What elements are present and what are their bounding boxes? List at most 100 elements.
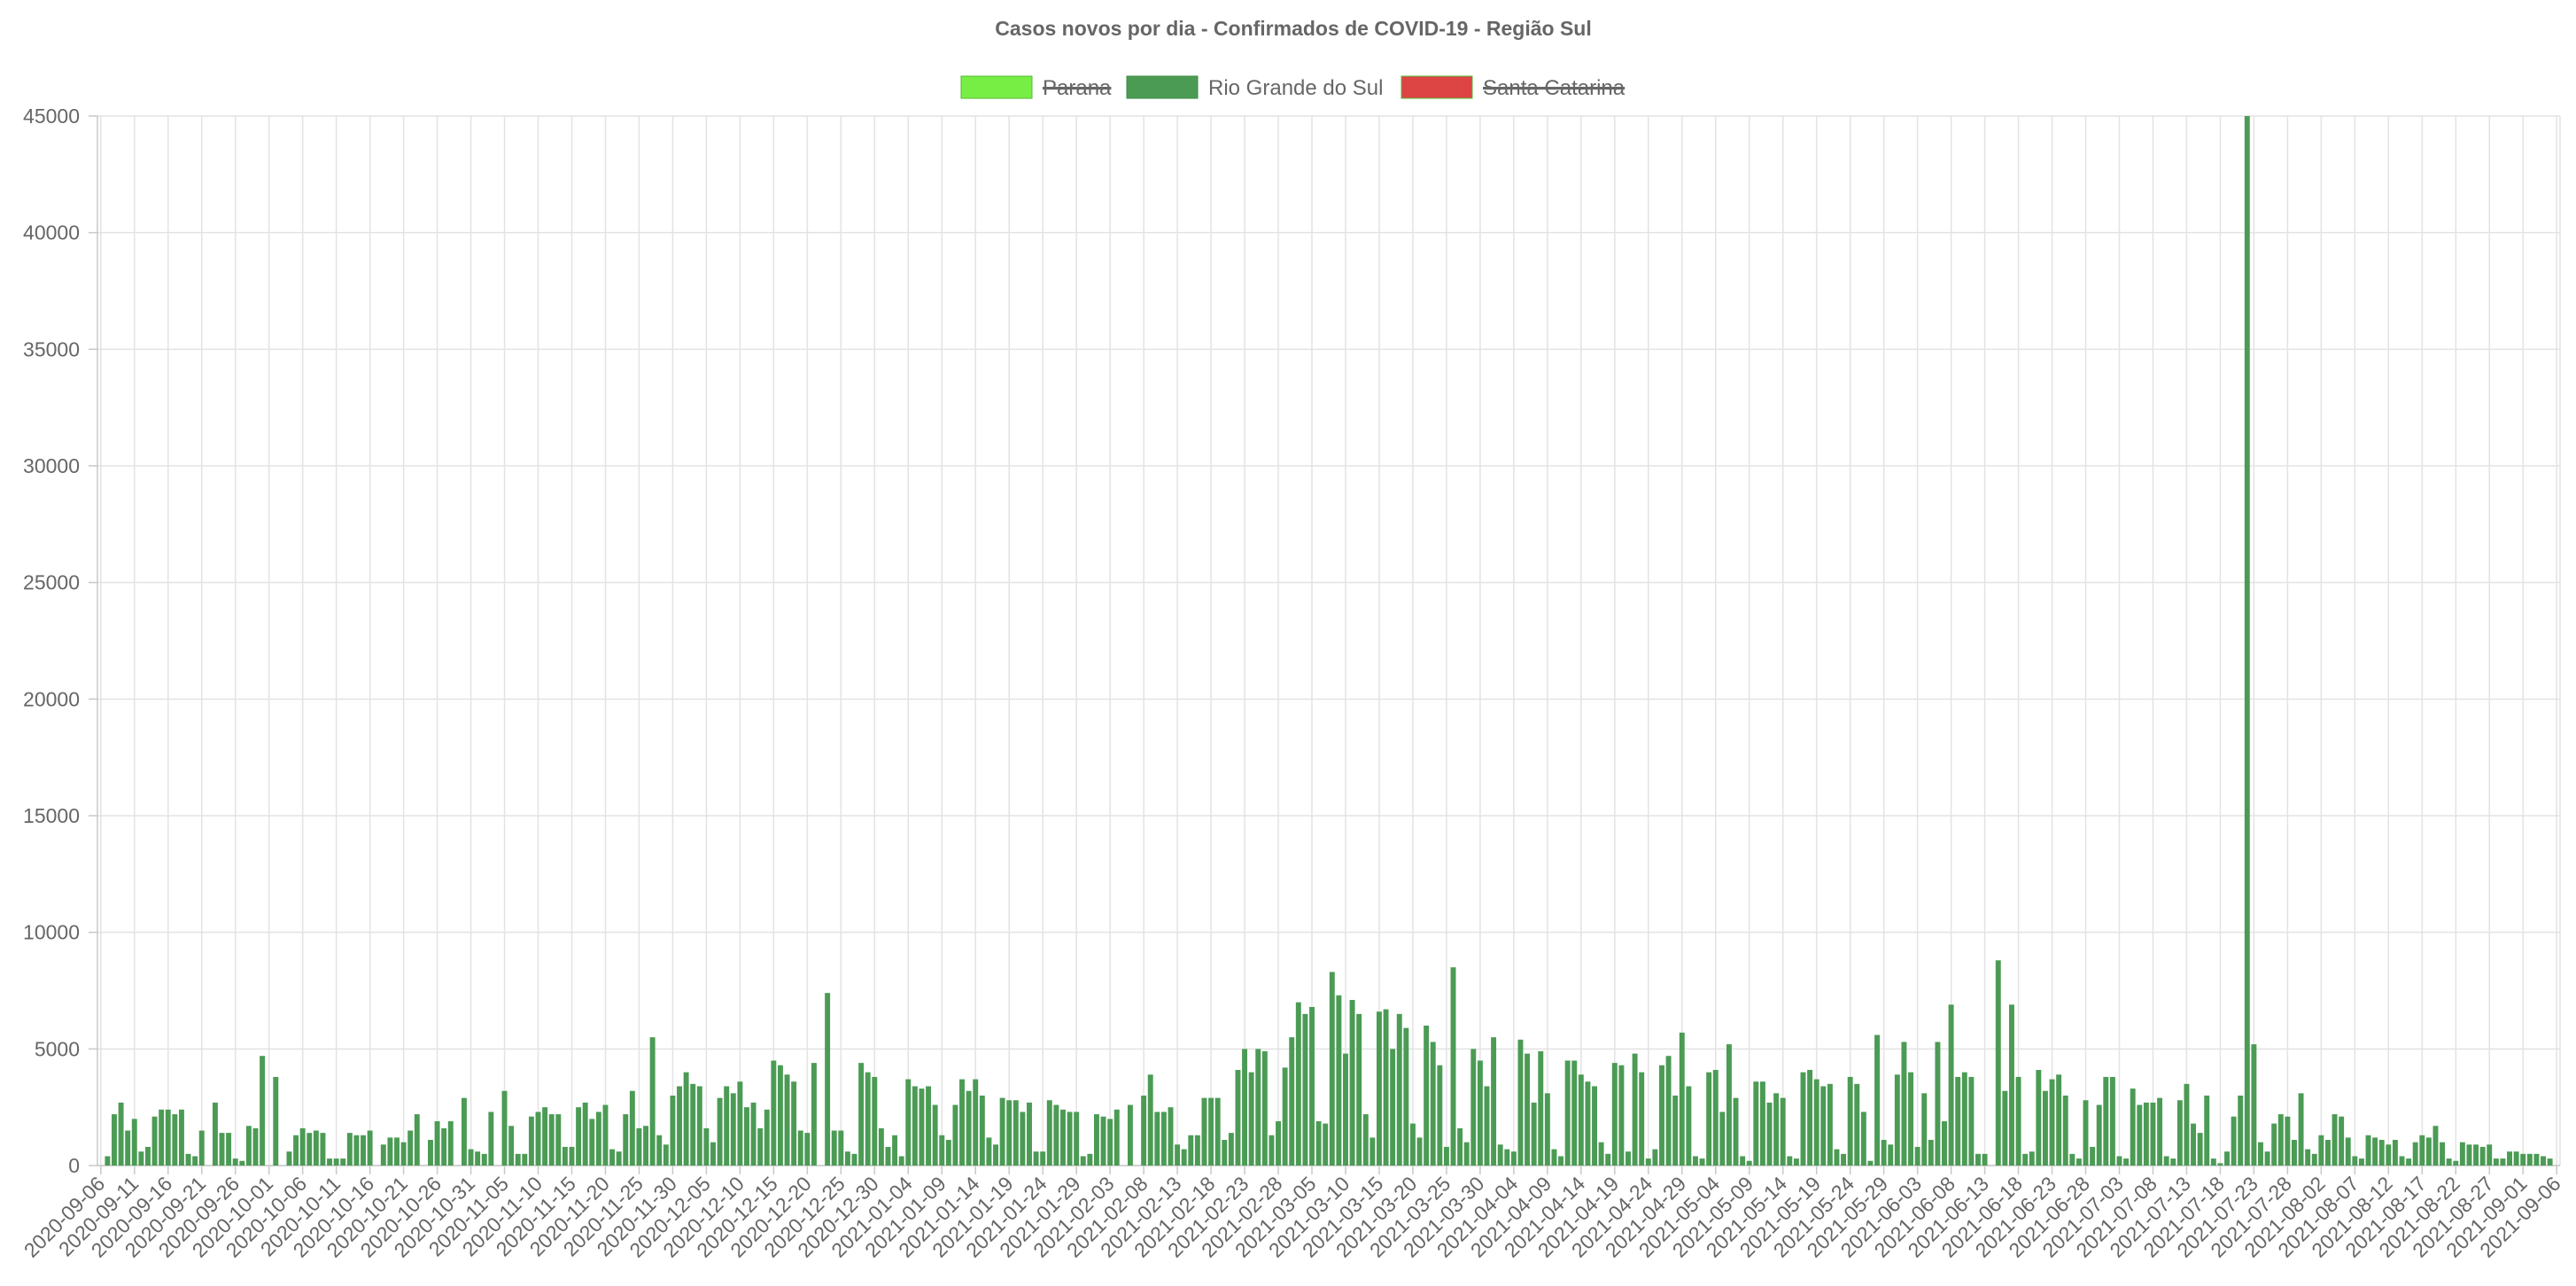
bar xyxy=(683,1072,689,1166)
bar xyxy=(1403,1027,1409,1166)
bar xyxy=(178,1109,184,1166)
bar xyxy=(1813,1079,1819,1166)
bar xyxy=(1053,1104,1059,1166)
bar xyxy=(1626,1151,1631,1166)
bar xyxy=(649,1037,656,1166)
bar xyxy=(1699,1158,1705,1166)
bar xyxy=(2285,1116,2291,1166)
bar xyxy=(340,1158,346,1166)
bar xyxy=(488,1112,494,1166)
bar xyxy=(1975,1153,1981,1166)
bar xyxy=(656,1135,663,1166)
bar xyxy=(724,1086,730,1166)
bar xyxy=(2069,1153,2076,1166)
bar xyxy=(1491,1037,1497,1166)
bar xyxy=(1538,1050,1544,1166)
legend-item[interactable]: Santa Catarina xyxy=(1401,75,1626,100)
bar xyxy=(1510,1151,1517,1166)
bar xyxy=(670,1096,676,1166)
bar xyxy=(2096,1104,2102,1166)
bar xyxy=(905,1079,912,1166)
bar xyxy=(2298,1093,2304,1166)
bar xyxy=(1175,1144,1181,1166)
bar xyxy=(475,1151,481,1166)
bar xyxy=(569,1146,575,1166)
bar xyxy=(1027,1102,1032,1166)
bar xyxy=(2277,1114,2284,1166)
bar xyxy=(252,1127,259,1166)
bar xyxy=(1645,1158,1651,1166)
bar xyxy=(1632,1053,1638,1166)
bar xyxy=(1793,1158,1799,1166)
y-tick-label: 30000 xyxy=(23,454,80,477)
bar xyxy=(1336,995,1342,1166)
legend[interactable]: Parana Rio Grande do Sul Santa Catarina xyxy=(960,75,1626,100)
legend-label: Rio Grande do Sul xyxy=(1208,76,1383,100)
bar xyxy=(1369,1137,1376,1166)
bar xyxy=(1558,1156,1564,1166)
bar xyxy=(1686,1086,1692,1166)
bar xyxy=(1759,1081,1765,1166)
bar xyxy=(2473,1144,2479,1166)
bar xyxy=(1780,1097,1786,1166)
bar xyxy=(1309,1006,1315,1166)
bar xyxy=(528,1116,534,1166)
bar xyxy=(2143,1102,2149,1166)
bar xyxy=(2029,1151,2035,1166)
bar xyxy=(1497,1144,1503,1166)
bar xyxy=(2258,1142,2263,1166)
bar xyxy=(2109,1076,2115,1166)
bar xyxy=(2305,1149,2311,1166)
bar xyxy=(2533,1153,2540,1166)
bar xyxy=(973,1079,979,1166)
bar xyxy=(1834,1149,1840,1166)
bar xyxy=(1961,1072,1967,1166)
bar xyxy=(112,1114,117,1166)
bar xyxy=(629,1090,635,1166)
bar xyxy=(1995,960,2001,1166)
bar xyxy=(2541,1156,2546,1166)
bar xyxy=(327,1158,333,1166)
bar xyxy=(1147,1074,1153,1166)
bar xyxy=(1463,1142,1470,1166)
bar xyxy=(2116,1156,2122,1166)
bar xyxy=(1551,1149,1557,1166)
bar xyxy=(2352,1156,2358,1166)
bar xyxy=(2487,1144,2493,1166)
bar xyxy=(400,1142,407,1166)
bar xyxy=(306,1133,313,1166)
bar xyxy=(273,1076,279,1166)
bar xyxy=(1800,1072,1806,1166)
legend-item[interactable]: Rio Grande do Sul xyxy=(1126,75,1383,100)
bar xyxy=(1525,1053,1531,1166)
legend-item[interactable]: Parana xyxy=(960,75,1112,100)
bar xyxy=(784,1074,790,1166)
bar xyxy=(346,1133,353,1166)
bar xyxy=(1618,1065,1625,1166)
bar xyxy=(730,1093,736,1166)
bar xyxy=(1982,1153,1988,1166)
chart-title: Casos novos por dia - Confirmados de COV… xyxy=(995,17,1592,40)
bar xyxy=(2365,1135,2371,1166)
bar xyxy=(1712,1070,1719,1166)
bar xyxy=(1652,1149,1658,1166)
bar xyxy=(1222,1140,1228,1166)
bar xyxy=(2036,1070,2042,1166)
bar xyxy=(771,1060,777,1166)
bar xyxy=(804,1133,811,1166)
bar xyxy=(508,1126,515,1166)
bar xyxy=(414,1114,420,1166)
bar xyxy=(105,1156,111,1166)
bar xyxy=(717,1097,723,1166)
bar xyxy=(1544,1093,1550,1166)
bar xyxy=(1787,1156,1793,1166)
bar xyxy=(1214,1097,1221,1166)
bar xyxy=(582,1102,588,1166)
bar xyxy=(131,1119,137,1166)
bar xyxy=(535,1112,541,1166)
bar xyxy=(2264,1151,2270,1166)
bar xyxy=(2150,1102,2156,1166)
bar xyxy=(2311,1153,2317,1166)
bar xyxy=(1046,1100,1052,1166)
bar xyxy=(2022,1153,2029,1166)
